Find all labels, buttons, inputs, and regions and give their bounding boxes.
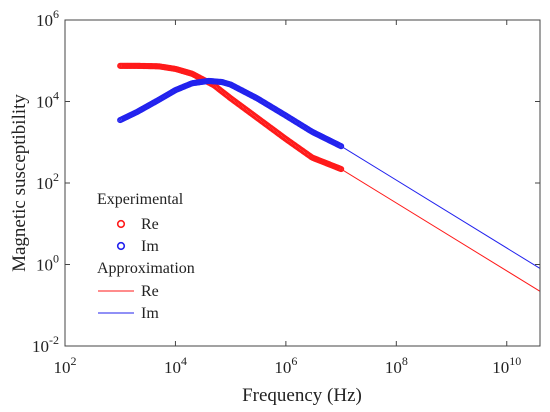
legend-marker-exp-re [116, 219, 126, 229]
legend-title-experimental: Experimental [97, 191, 184, 208]
data-point-exp_re [338, 165, 345, 173]
x-tick-label: 1010 [492, 354, 521, 377]
series-line-approx_im [340, 145, 541, 269]
series-layer [117, 62, 541, 292]
x-axis-label: Frequency (Hz) [242, 385, 362, 406]
x-tick-label: 108 [385, 354, 408, 377]
x-tick-label: 106 [274, 354, 297, 377]
series-exp_re [117, 62, 345, 173]
x-tick-label: 104 [164, 354, 187, 377]
data-point-exp_im [338, 143, 345, 150]
y-tick-label: 104 [36, 89, 59, 112]
legend-label-approx-re: Re [141, 283, 159, 300]
legend-label-approx-im: Im [141, 305, 159, 322]
y-axis-label: Magnetic susceptibility [9, 94, 30, 272]
x-tick-label: 102 [54, 354, 77, 377]
legend-label-exp-re: Re [141, 216, 159, 233]
y-tick-label: 100 [36, 252, 59, 275]
y-tick-label: 102 [36, 170, 59, 193]
y-tick-label: 106 [36, 7, 59, 30]
y-tick-label: 10-2 [32, 333, 59, 356]
legend-title-approximation: Approximation [97, 260, 195, 277]
series-exp_im [117, 77, 345, 150]
legend-marker-exp-im [116, 241, 126, 251]
legend: Experimental Re Im Approximation Re Im [97, 191, 195, 322]
ticks-layer: 102 104 106 108 1010 10-2 100 102 104 106 [32, 7, 540, 377]
series-line-approx_re [340, 168, 541, 292]
legend-label-exp-im: Im [141, 238, 159, 255]
plot-area [65, 20, 540, 346]
